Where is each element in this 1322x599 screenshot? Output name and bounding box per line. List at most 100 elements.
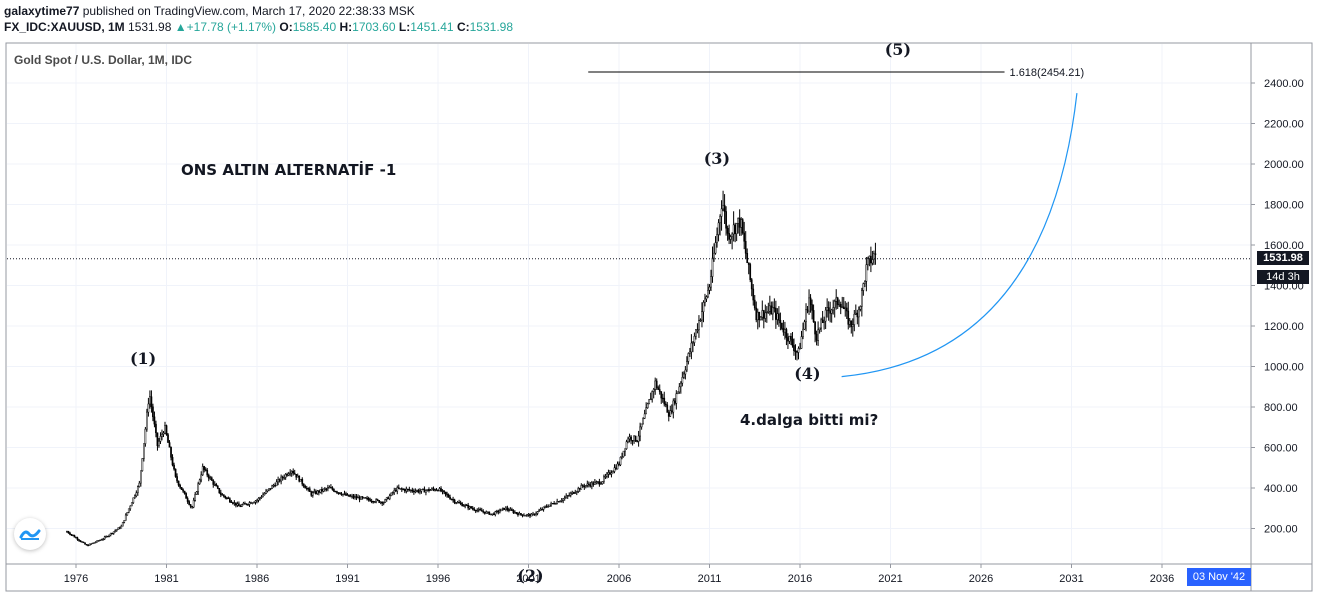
candle-body bbox=[124, 514, 127, 521]
candle-body bbox=[176, 476, 178, 482]
candle-body bbox=[521, 514, 524, 516]
close-value: 1531.98 bbox=[469, 20, 514, 34]
tradingview-logo[interactable] bbox=[14, 518, 46, 550]
bar-countdown-tag: 14d 3h bbox=[1257, 270, 1309, 284]
candle-body bbox=[811, 304, 813, 311]
candle-body bbox=[495, 510, 498, 513]
candle-body bbox=[103, 536, 106, 540]
candle-body bbox=[618, 463, 620, 466]
candle-body bbox=[699, 319, 702, 322]
candle-body bbox=[663, 397, 666, 405]
candle-body bbox=[597, 481, 599, 483]
candle-body bbox=[524, 515, 527, 517]
candle-body bbox=[532, 513, 534, 515]
candle-body bbox=[120, 525, 123, 529]
candle-body bbox=[419, 490, 421, 493]
candle-body bbox=[874, 253, 877, 255]
candle-body bbox=[530, 513, 533, 517]
candle-body bbox=[796, 350, 798, 353]
candle-body bbox=[198, 479, 201, 485]
candle-body bbox=[468, 506, 471, 509]
candle-body bbox=[260, 496, 263, 498]
candle-body bbox=[827, 307, 830, 312]
candle-body bbox=[515, 512, 518, 514]
candle-body bbox=[778, 313, 780, 321]
tradingview-logo-icon bbox=[19, 529, 41, 540]
author-name[interactable]: galaxytime77 bbox=[4, 4, 80, 18]
candle-body bbox=[90, 543, 92, 545]
candle-body bbox=[598, 481, 601, 485]
candle-body bbox=[559, 500, 562, 503]
candle-body bbox=[391, 492, 394, 494]
candle-body bbox=[146, 411, 148, 430]
candle-body bbox=[426, 489, 429, 491]
candle-body bbox=[283, 477, 285, 479]
candle-body bbox=[791, 338, 794, 346]
candle-body bbox=[336, 491, 338, 493]
candle-body bbox=[651, 391, 654, 400]
candle-body bbox=[728, 233, 730, 240]
y-tick-label: 1000.00 bbox=[1264, 362, 1304, 374]
candle-body bbox=[847, 310, 850, 325]
candle-body bbox=[661, 397, 664, 400]
ohlc-line: FX_IDC:XAUUSD, 1M 1531.98 ▲+17.78 (+1.17… bbox=[4, 19, 513, 35]
candle-body bbox=[375, 499, 378, 503]
candle-body bbox=[722, 205, 724, 210]
candle-body bbox=[256, 500, 258, 502]
candle-body bbox=[669, 410, 672, 417]
candle-body bbox=[553, 503, 555, 505]
candle-body bbox=[621, 456, 623, 458]
candle-body bbox=[485, 511, 488, 514]
candle-body bbox=[535, 513, 537, 515]
wave-label-1: (1) bbox=[129, 349, 157, 369]
projection-curve bbox=[841, 93, 1078, 378]
candle-body bbox=[369, 499, 371, 502]
candle-body bbox=[180, 486, 183, 490]
candle-body bbox=[477, 509, 480, 511]
candle-body bbox=[696, 329, 699, 331]
candle-body bbox=[204, 469, 207, 471]
candle-body bbox=[868, 255, 871, 259]
candle-body bbox=[218, 488, 221, 494]
candle-body bbox=[583, 485, 586, 488]
candle-body bbox=[689, 351, 691, 354]
candle-body bbox=[574, 492, 577, 494]
candle-body bbox=[295, 474, 298, 478]
candle-body bbox=[678, 386, 681, 393]
candle-body bbox=[372, 501, 374, 503]
candle-body bbox=[224, 495, 227, 498]
candle-body bbox=[479, 509, 482, 511]
candle-body bbox=[292, 471, 295, 474]
x-tick-label: 2026 bbox=[969, 573, 993, 585]
candle-body bbox=[652, 389, 655, 392]
candle-body bbox=[857, 309, 860, 318]
candle-body bbox=[835, 297, 838, 302]
candle-body bbox=[322, 488, 325, 492]
candle-body bbox=[352, 495, 355, 498]
candle-body bbox=[72, 534, 74, 536]
chart-frame bbox=[5, 42, 1313, 592]
candle-body bbox=[578, 488, 581, 490]
candle-body bbox=[471, 507, 474, 510]
candle-body bbox=[830, 309, 833, 314]
candle-body bbox=[435, 489, 438, 492]
candle-body bbox=[143, 443, 145, 459]
candle-body bbox=[210, 477, 213, 481]
candle-body bbox=[410, 489, 412, 492]
candle-body bbox=[393, 490, 396, 493]
candle-body bbox=[130, 502, 133, 507]
candle-body bbox=[645, 407, 647, 415]
candle-body bbox=[459, 502, 462, 504]
candle-body bbox=[738, 217, 741, 228]
candle-body bbox=[259, 497, 261, 499]
candle-body bbox=[376, 499, 379, 501]
candle-body bbox=[403, 489, 406, 492]
candle-body bbox=[683, 373, 685, 378]
candle-body bbox=[364, 497, 367, 499]
candle-body bbox=[604, 476, 607, 478]
candle-body bbox=[379, 501, 382, 504]
candle-body bbox=[191, 506, 193, 508]
candle-body bbox=[271, 485, 273, 490]
chart-title: Gold Spot / U.S. Dollar, 1M, IDC bbox=[14, 53, 193, 67]
